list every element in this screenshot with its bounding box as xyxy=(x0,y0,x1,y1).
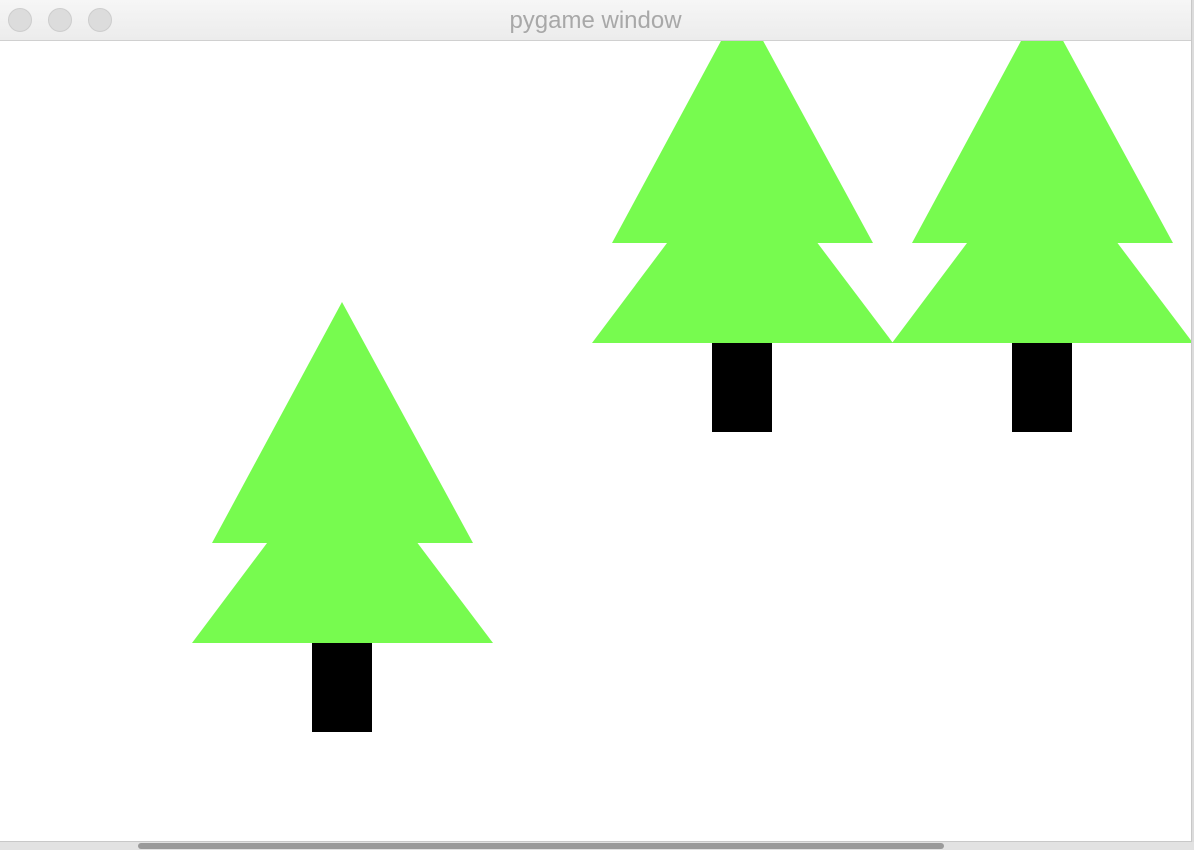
window-right-edge xyxy=(1192,0,1194,850)
window-title: pygame window xyxy=(509,7,682,34)
tree-top-right xyxy=(892,41,1191,432)
tree-bottom-left xyxy=(192,302,493,732)
game-canvas[interactable] xyxy=(0,41,1192,842)
close-window-button[interactable] xyxy=(8,8,32,32)
tree-trunk xyxy=(712,343,772,432)
title-bar[interactable]: pygame window xyxy=(0,0,1191,41)
tree-trunk xyxy=(1012,343,1072,432)
tree-trunk xyxy=(312,643,372,732)
minimize-window-button[interactable] xyxy=(48,8,72,32)
tree-foliage-upper xyxy=(912,41,1173,243)
tree-top-middle xyxy=(592,41,893,432)
tree-foliage-upper xyxy=(212,302,473,543)
zoom-window-button[interactable] xyxy=(88,8,112,32)
horizontal-scrollbar[interactable] xyxy=(138,843,944,849)
tree-foliage-upper xyxy=(612,41,873,243)
